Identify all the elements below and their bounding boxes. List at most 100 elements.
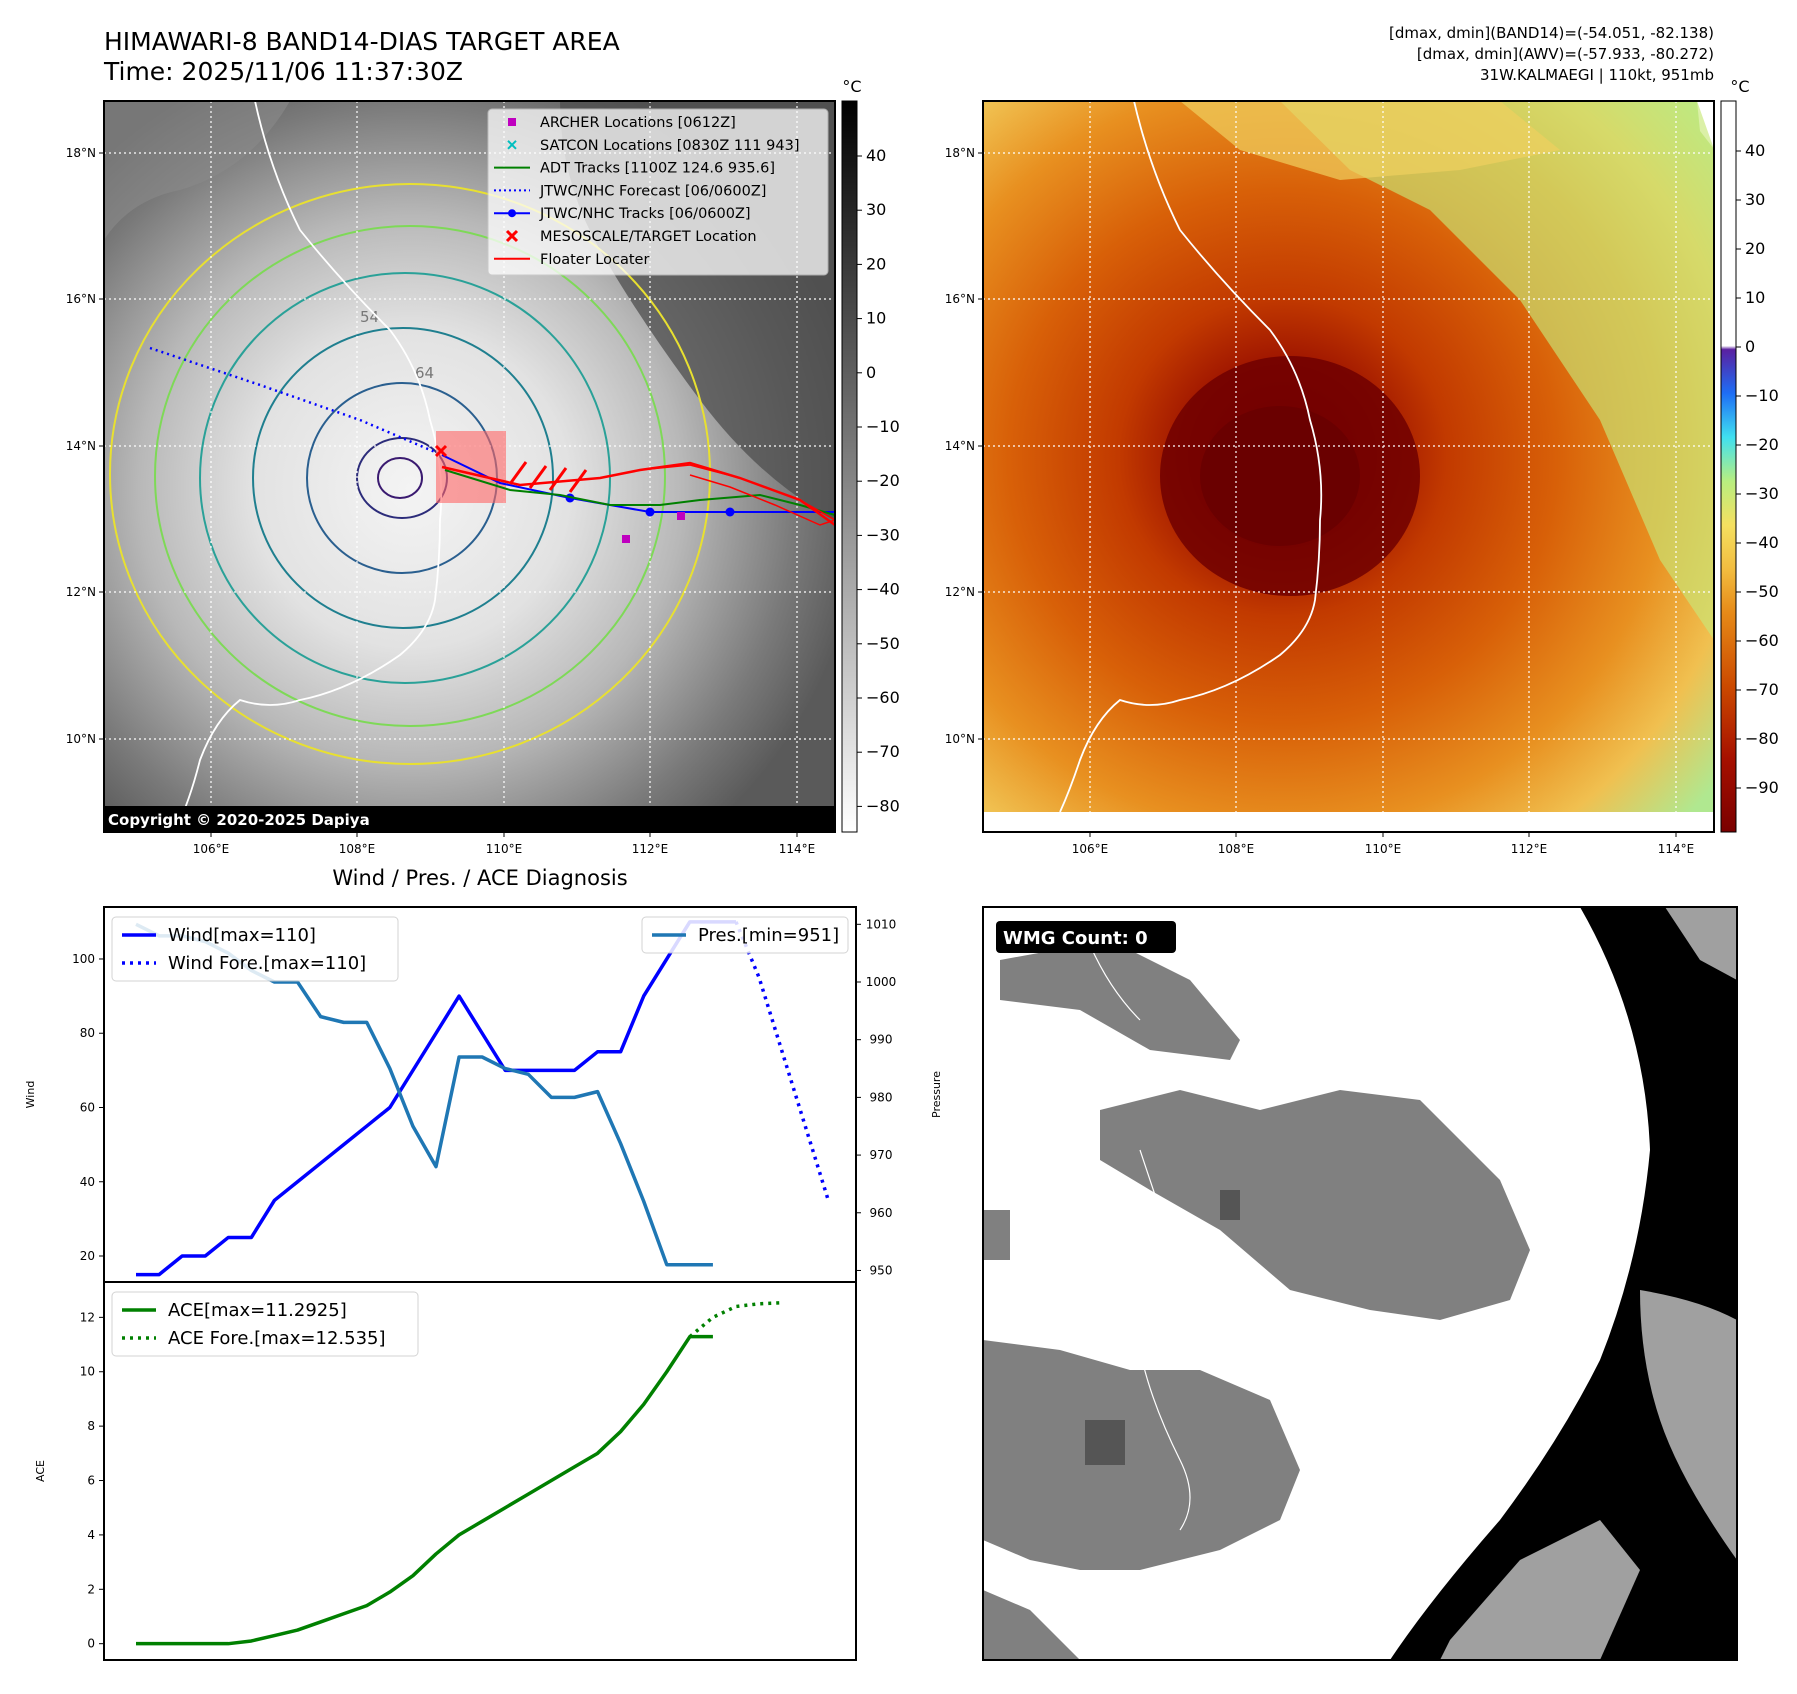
contour-yellow [109, 183, 711, 765]
contour-lightgreen [154, 225, 666, 727]
figure-title: HIMAWARI-8 BAND14-DIAS TARGET AREA [104, 27, 620, 56]
colorbar-tick-label: −10 [1745, 386, 1779, 405]
contour-purple [377, 457, 423, 499]
heat-map-ticks: 18°N 16°N 14°N 12°N 10°N 106°E 108°E 110°E 112°E… [945, 146, 1695, 856]
ace-ytick-label: 12 [80, 1310, 95, 1324]
lat-tick-label: 14°N [66, 439, 96, 453]
colorbar-tick-label: −80 [1745, 729, 1779, 748]
pressure-legend-label: Pres.[min=951] [698, 925, 839, 946]
heat-colorbar-ticks: 40 30 20 10 0 −10 −20 −30 −40 −50 −60 −70 −80 −90 [1736, 141, 1779, 797]
colorbar-tick-label: −40 [866, 580, 900, 599]
legend-item: MESOSCALE/TARGET Location [505, 229, 757, 245]
wmg-gray-region [983, 1340, 1300, 1570]
contour-teal [199, 272, 611, 684]
heat-colorbar [1720, 100, 1737, 833]
ace-legend-box [111, 1291, 419, 1357]
wind-pressure-chart: 20 40 60 80 100 950 960 970 980 990 1000 1010 Wind Pr… [24, 906, 943, 1283]
colorbar-tick-label: −60 [1745, 631, 1779, 650]
diagnosis-title: Wind / Pres. / ACE Diagnosis [332, 866, 627, 890]
ace-axes-frame [103, 1281, 857, 1661]
ace-ytick-label: 10 [80, 1365, 95, 1379]
legend-label: ARCHER Locations [0612Z] [540, 115, 736, 131]
wmg-frame [982, 906, 1738, 1661]
wmg-label-box [996, 921, 1176, 953]
wind-ytick-label: 60 [80, 1100, 95, 1114]
legend-dot [508, 209, 516, 218]
legend-marker-square [508, 118, 516, 126]
ace-chart: 0 2 4 6 8 10 12 ACE ACE[max=11.2925] ACE Fore.[ma… [34, 1281, 857, 1661]
lon-tick-label: 108°E [1218, 842, 1255, 856]
wind-ytick-label: 80 [80, 1026, 95, 1040]
colorbar-tick-label: −70 [1745, 680, 1779, 699]
pressure-legend-box [641, 916, 849, 954]
storm-info: 31W.KALMAEGI | 110kt, 951mb [1480, 66, 1714, 84]
colorbar-tick-label: −30 [1745, 484, 1779, 503]
wind-ytick-label: 100 [72, 952, 95, 966]
legend-item: SATCON Locations [0830Z 111 943] [507, 138, 799, 154]
lat-tick-label: 18°N [66, 146, 96, 160]
wmg-gray-region [1100, 1090, 1530, 1320]
wmg-gray-region [1000, 940, 1240, 1060]
ace-series-line-1 [688, 1301, 783, 1339]
pressure-ytick-label: 1010 [866, 917, 897, 931]
ace-series-line-0 [136, 1334, 713, 1646]
lon-tick-label: 108°E [339, 842, 376, 856]
pressure-ylabel: Pressure [930, 1071, 943, 1118]
archer-marker [677, 512, 685, 520]
band14-range: [dmax, dmin](BAND14)=(-54.051, -82.138) [1389, 24, 1714, 42]
legend-label: ADT Tracks [1100Z 124.6 935.6] [540, 161, 775, 177]
wind-legend-label: Wind Fore.[max=110] [168, 953, 366, 974]
legend-item: ARCHER Locations [0612Z] [508, 115, 736, 131]
ace-legend-label: ACE[max=11.2925] [168, 1300, 347, 1321]
ace-ytick-label: 0 [87, 1637, 95, 1651]
coastline [174, 101, 443, 832]
lon-tick-label: 112°E [1511, 842, 1548, 856]
legend-marker-x [505, 229, 519, 243]
legend-item: ADT Tracks [1100Z 124.6 935.6] [494, 161, 775, 177]
ir-colorbar-ticks: 40 30 20 10 0 −10 −20 −30 −40 −50 −60 −70 −80 [857, 146, 900, 815]
ace-legend-label: ACE Fore.[max=12.535] [168, 1328, 386, 1349]
colorbar-tick-label: −50 [866, 634, 900, 653]
colorbar-tick-label: 20 [866, 254, 886, 273]
legend-item: Floater Locater [494, 252, 649, 268]
lat-tick-label: 12°N [66, 585, 96, 599]
series-line-1 [734, 921, 830, 1201]
colorbar-tick-label: −10 [866, 417, 900, 436]
colorbar-tick-label: −60 [866, 688, 900, 707]
wmg-lightgray-region [1440, 1520, 1640, 1660]
colorbar-tick-label: −20 [866, 471, 900, 490]
lat-tick-label: 12°N [945, 585, 975, 599]
lon-tick-label: 114°E [779, 842, 816, 856]
pressure-ytick-label: 990 [870, 1033, 893, 1047]
wind-ytick-label: 40 [80, 1175, 95, 1189]
colorbar-tick-label: −30 [866, 525, 900, 544]
map-legend-box [487, 108, 829, 276]
contour-label-2: 64 [415, 364, 434, 382]
copyright-text: Copyright © 2020-2025 Dapiya [108, 811, 370, 829]
copyright-bar [104, 806, 835, 832]
ace-legend: ACE[max=11.2925] ACE Fore.[max=12.535] [111, 1291, 419, 1357]
wmg-lightgray-region [1640, 1290, 1737, 1560]
legend-label: Floater Locater [540, 252, 649, 268]
lon-tick-label: 114°E [1658, 842, 1695, 856]
heat-gridlines [983, 101, 1714, 832]
colorbar-tick-label: 0 [866, 363, 876, 382]
colorbar-tick-label: 30 [1745, 190, 1765, 209]
wmg-black-region [1390, 907, 1737, 1660]
yellow-region [1180, 101, 1560, 180]
colorbar-tick-label: 40 [866, 146, 886, 165]
mesoscale-target-marker [434, 444, 448, 458]
wmg-lightgray-region [1665, 907, 1737, 980]
wmg-darkgray-cell [1085, 1420, 1125, 1465]
lon-tick-label: 110°E [486, 842, 523, 856]
ace-ylabel: ACE [34, 1460, 47, 1482]
legend-label: SATCON Locations [0830Z 111 943] [540, 138, 799, 154]
jtwc-track-point [725, 507, 735, 517]
lat-tick-label: 16°N [66, 292, 96, 306]
adt-track [444, 469, 835, 516]
legend-item: JTWC/NHC Forecast [06/0600Z] [494, 183, 766, 199]
lat-tick-label: 10°N [945, 732, 975, 746]
lon-tick-label: 112°E [632, 842, 669, 856]
colorbar-tick-label: 0 [1745, 337, 1755, 356]
pressure-ytick-label: 950 [870, 1263, 893, 1277]
